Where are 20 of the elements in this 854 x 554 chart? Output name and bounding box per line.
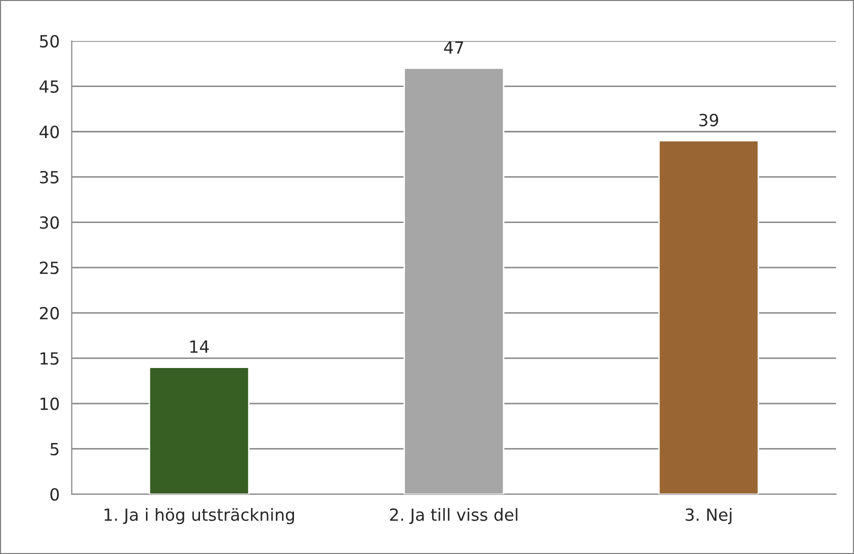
y-tick-label: 50 bbox=[40, 34, 59, 48]
x-tick-label: 1. Ja i hög utsträckning bbox=[104, 508, 294, 524]
bar bbox=[658, 140, 760, 494]
y-tick-label: 35 bbox=[40, 170, 58, 184]
y-tick-label: 0 bbox=[50, 488, 59, 501]
data-label: 47 bbox=[444, 41, 464, 54]
y-tick-label: 10 bbox=[40, 397, 59, 410]
y-tick-label: 15 bbox=[40, 352, 58, 365]
data-label: 39 bbox=[699, 114, 718, 126]
data-label: 14 bbox=[190, 340, 209, 353]
y-tick-label: 30 bbox=[40, 216, 59, 229]
y-tick-label: 5 bbox=[50, 443, 58, 456]
x-tick-label: 3. Nej bbox=[686, 508, 732, 524]
y-tick-label: 20 bbox=[40, 306, 59, 320]
bar bbox=[404, 67, 504, 494]
bar bbox=[148, 366, 250, 494]
y-tick-label: 25 bbox=[40, 262, 58, 274]
y-tick-label: 45 bbox=[40, 80, 58, 93]
y-tick-label: 40 bbox=[40, 126, 59, 138]
x-tick-label: 2. Ja till viss del bbox=[390, 508, 518, 524]
